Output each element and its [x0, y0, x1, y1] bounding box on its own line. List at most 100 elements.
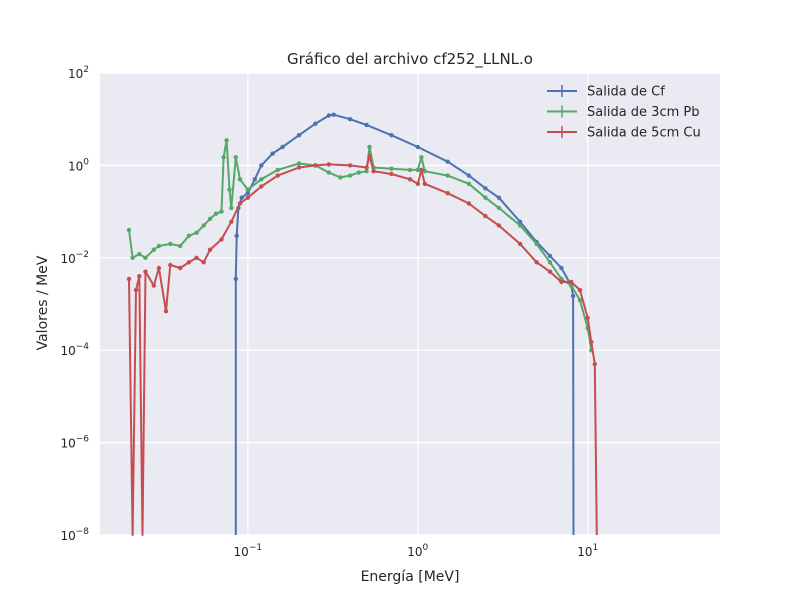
data-point [143, 255, 148, 260]
data-point [419, 167, 424, 173]
data-point [270, 151, 275, 156]
data-point [137, 251, 142, 257]
y-tick-exponent: −6 [76, 435, 90, 445]
y-tick-base: 10 [68, 159, 83, 173]
data-point [419, 155, 424, 160]
data-point [364, 169, 369, 174]
data-point [483, 213, 488, 219]
data-point [367, 153, 372, 159]
data-point [534, 260, 539, 265]
x-tick-exponent: −1 [249, 543, 262, 553]
data-point [151, 247, 156, 252]
data-point [364, 122, 369, 128]
data-point [466, 181, 472, 186]
data-point [237, 177, 243, 182]
data-point [194, 255, 199, 260]
data-point [367, 144, 372, 150]
data-point [466, 173, 472, 178]
data-point [389, 166, 394, 171]
data-point [347, 173, 353, 178]
data-point [326, 113, 332, 118]
data-point [356, 170, 361, 175]
series-3 [126, 153, 598, 536]
x-tick-label: 10−1 [234, 543, 263, 559]
data-point [245, 195, 250, 200]
data-point [237, 201, 243, 206]
series-layer [126, 112, 598, 536]
data-point [221, 155, 226, 160]
data-point [338, 175, 343, 180]
data-point [517, 223, 523, 228]
data-point [233, 155, 238, 160]
data-point [126, 227, 132, 233]
y-tick-label: 10−8 [60, 527, 89, 543]
chart-title: Gráfico del archivo cf252_LLNL.o [287, 50, 533, 69]
data-point [415, 144, 420, 150]
data-point [156, 265, 162, 271]
data-point [313, 163, 318, 168]
data-point [219, 237, 224, 242]
y-tick-exponent: 0 [83, 157, 89, 167]
data-point [389, 171, 394, 177]
data-point [577, 287, 583, 293]
y-tick-base: 10 [60, 344, 75, 358]
data-point [415, 167, 420, 173]
data-point [589, 339, 594, 345]
data-point [178, 243, 183, 249]
x-tick-base: 10 [234, 545, 249, 559]
data-point [483, 186, 488, 191]
data-point [364, 165, 369, 170]
y-tick-label: 10−2 [60, 250, 89, 266]
grid-lines [100, 72, 720, 536]
data-point [466, 201, 472, 206]
data-point [407, 167, 413, 173]
data-point [201, 260, 206, 265]
data-point [224, 138, 229, 143]
data-point [143, 269, 148, 274]
data-point [347, 117, 353, 122]
data-point [163, 309, 169, 314]
data-point [275, 173, 280, 178]
data-point [585, 315, 590, 321]
y-axis-label: Valores / MeV [35, 255, 51, 350]
legend-item: Salida de 3cm Pb [547, 105, 699, 120]
x-axis-label: Energía [MeV] [361, 569, 460, 585]
data-point [207, 247, 213, 252]
y-tick-label: 10−6 [60, 435, 89, 451]
data-point [415, 181, 420, 186]
data-point [422, 169, 427, 174]
data-point [234, 233, 239, 238]
plot-area [100, 73, 720, 535]
data-point [168, 262, 173, 268]
data-point [407, 177, 413, 182]
data-point [207, 216, 213, 221]
data-point [534, 241, 539, 247]
y-tick-label: 100 [68, 157, 89, 173]
series-1 [233, 112, 576, 536]
data-point [326, 162, 332, 167]
data-point [239, 195, 244, 200]
data-point [517, 219, 523, 224]
data-point [245, 191, 250, 196]
data-point [133, 287, 139, 293]
data-point [229, 205, 234, 211]
x-tick-exponent: 1 [593, 543, 599, 553]
x-tick-base: 10 [577, 545, 592, 559]
data-point [313, 121, 318, 126]
data-point [347, 163, 353, 168]
data-point [445, 173, 450, 178]
data-point [178, 265, 183, 271]
legend-label: Salida de 5cm Cu [587, 126, 701, 141]
data-point [496, 195, 502, 200]
data-point [326, 170, 332, 175]
data-point [259, 163, 264, 168]
data-point [296, 133, 302, 138]
data-point [245, 187, 250, 192]
data-point [137, 274, 142, 279]
data-point [194, 230, 199, 235]
data-point [547, 260, 553, 265]
data-point [517, 241, 523, 247]
